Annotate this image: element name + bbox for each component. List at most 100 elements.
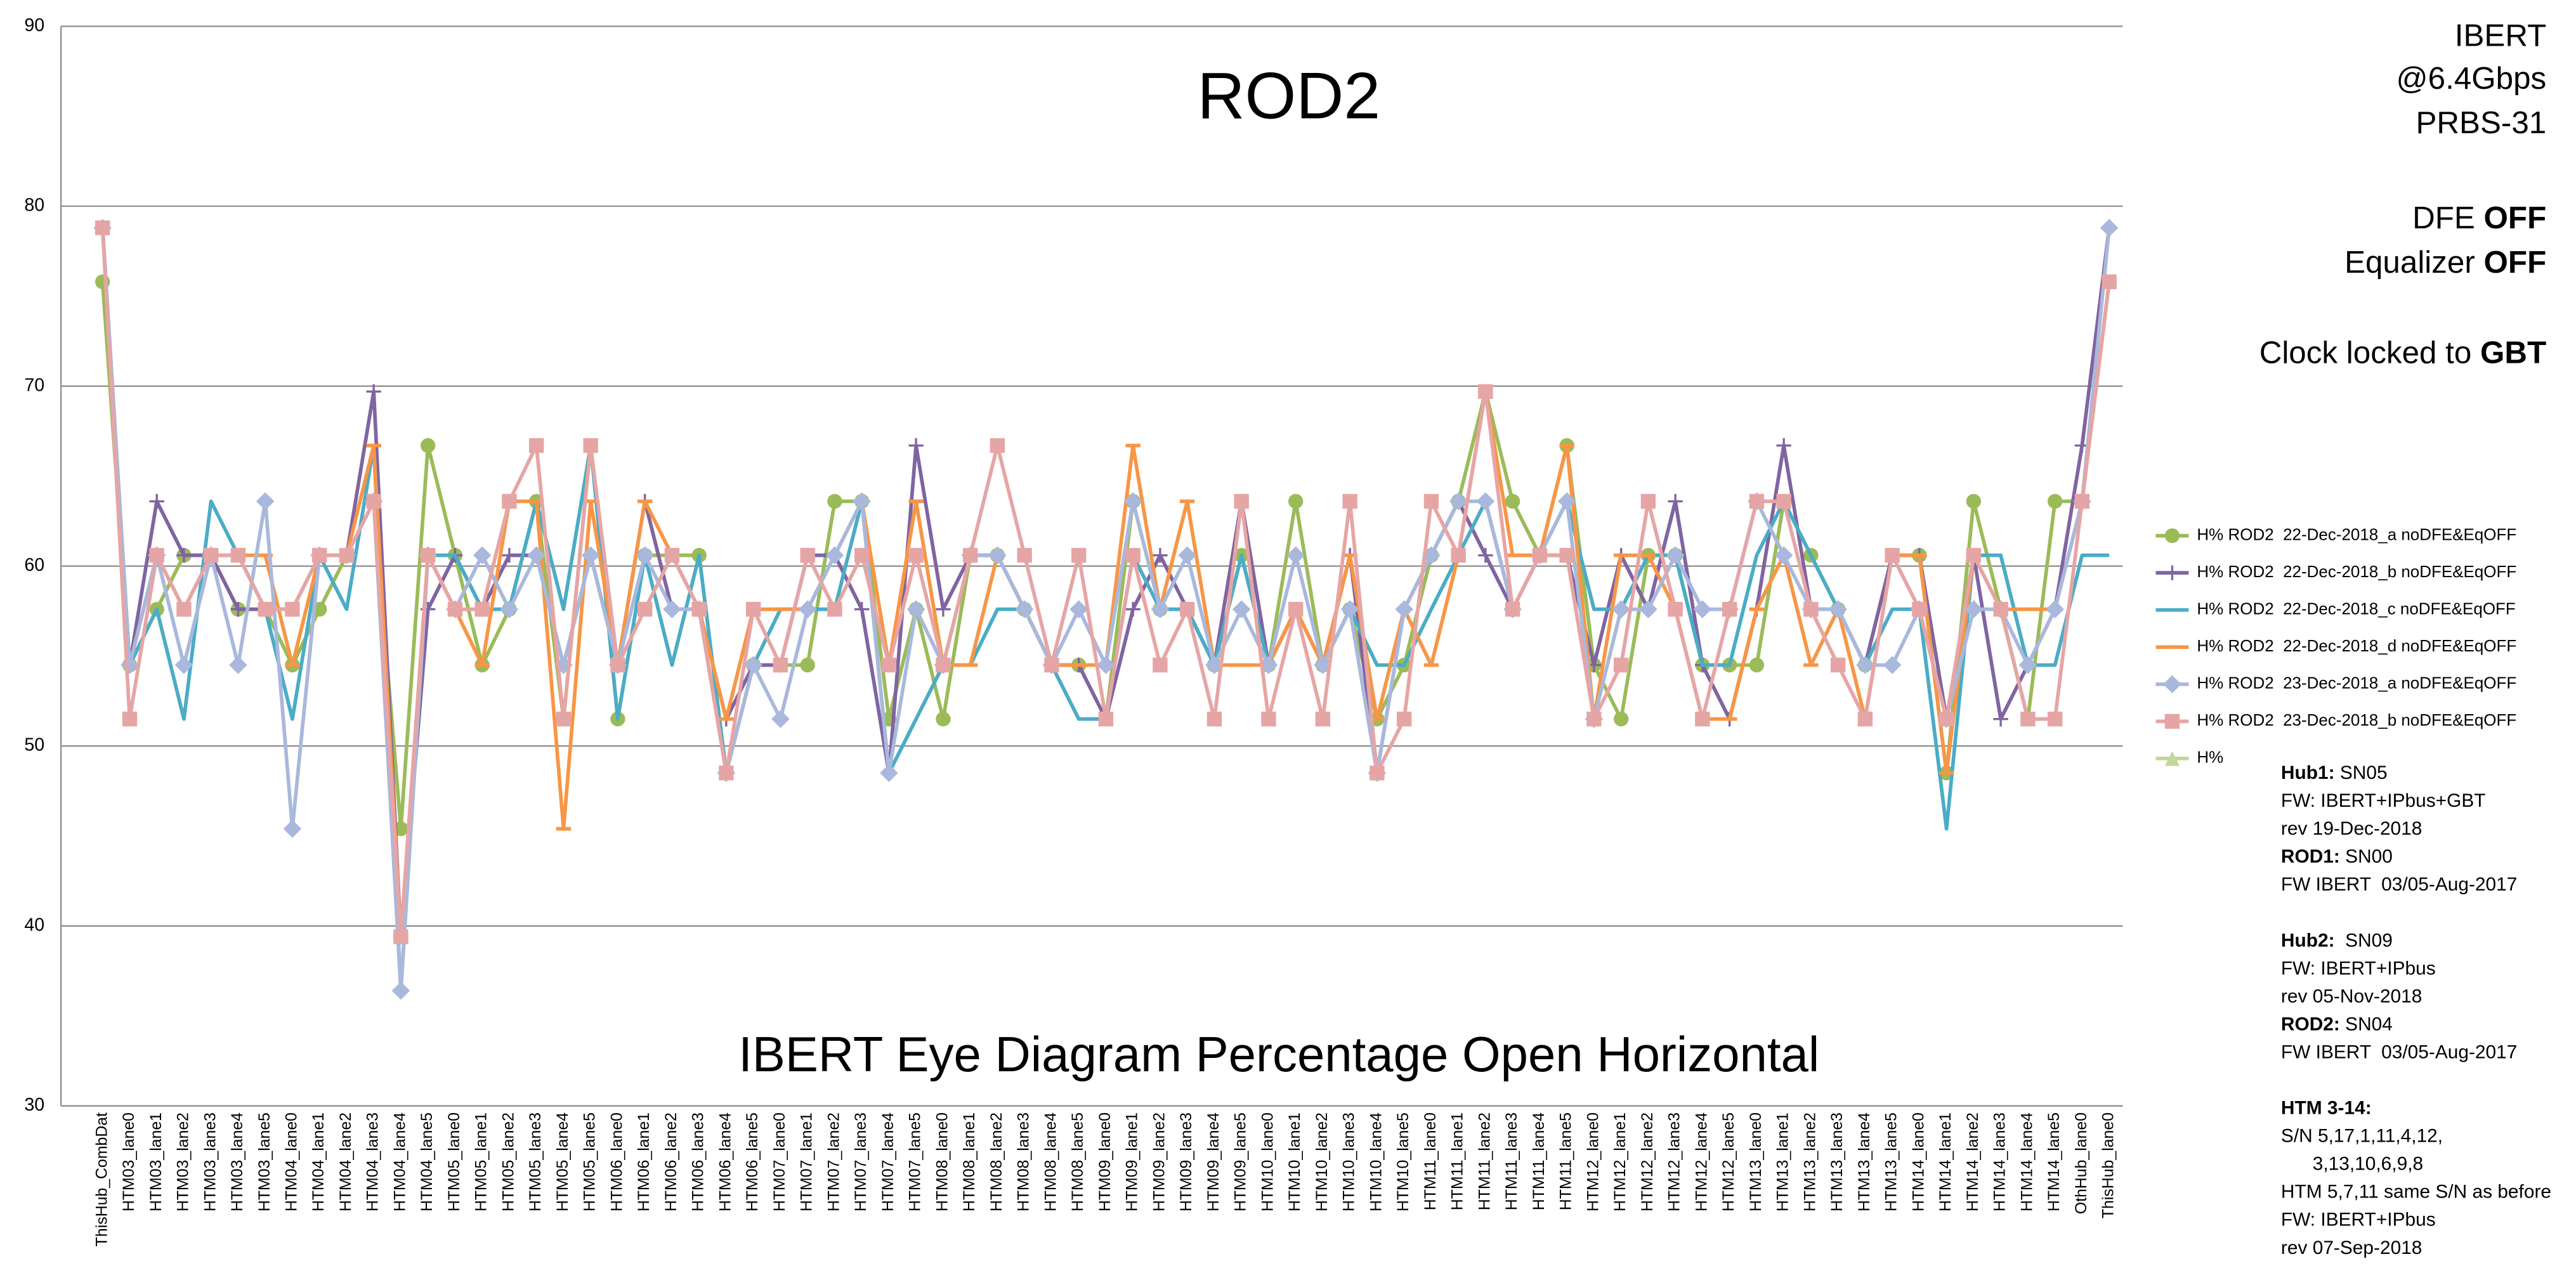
marker <box>1559 547 1574 563</box>
chart-subtitle: IBERT Eye Diagram Percentage Open Horizo… <box>738 1027 1819 1082</box>
x-tick-label: HTM14_lane1 <box>1937 1112 1954 1211</box>
marker <box>1693 600 1712 618</box>
marker <box>339 547 355 563</box>
marker <box>773 657 788 673</box>
x-tick-label: HTM10_lane0 <box>1259 1112 1276 1211</box>
x-tick-label: HTM10_lane4 <box>1367 1112 1385 1211</box>
marker <box>473 546 492 564</box>
y-tick-label: 30 <box>24 1095 44 1115</box>
marker <box>825 546 844 564</box>
marker <box>122 712 138 727</box>
marker <box>95 220 110 235</box>
marker <box>527 546 546 564</box>
marker <box>962 547 978 563</box>
marker <box>256 492 275 511</box>
marker <box>1885 547 1900 563</box>
legend-label: H% ROD2 22-Dec-2018_b noDFE&EqOFF <box>2197 563 2516 581</box>
marker <box>2047 493 2063 509</box>
marker <box>393 929 409 944</box>
marker <box>1912 601 1927 617</box>
marker <box>149 547 164 563</box>
marker <box>1668 601 1683 617</box>
marker <box>391 981 410 1000</box>
marker <box>1125 547 1141 563</box>
marker <box>366 384 381 400</box>
marker <box>854 547 870 563</box>
note-part: FW: IBERT+IPbus <box>2281 958 2436 979</box>
note-part: S/N 5,17,1,11,4,12, <box>2281 1126 2443 1147</box>
x-tick-label: HTM03_lane5 <box>256 1112 273 1211</box>
marker <box>1478 384 1493 400</box>
x-tick-label: HTM04_lane0 <box>282 1112 300 1211</box>
x-tick-label: HTM07_lane1 <box>798 1112 816 1211</box>
marker <box>1097 656 1115 674</box>
x-tick-label: HTM06_lane5 <box>743 1112 761 1211</box>
marker <box>1044 657 1059 673</box>
marker <box>1749 493 1765 509</box>
note: rev 07-Sep-2018 <box>2281 1237 2422 1258</box>
note-part: SN00 <box>2340 846 2393 867</box>
marker <box>1179 601 1195 617</box>
note: S/N 5,17,1,11,4,12, <box>2281 1126 2443 1147</box>
x-tick-label: HTM13_lane2 <box>1801 1112 1819 1211</box>
marker <box>1286 546 1305 564</box>
note-part: SN04 <box>2340 1014 2393 1034</box>
y-tick-label: 90 <box>24 15 44 36</box>
marker <box>1993 601 2008 617</box>
marker <box>1640 493 1656 509</box>
legend-label: H% ROD2 22-Dec-2018_c noDFE&EqOFF <box>2197 601 2515 618</box>
marker <box>258 601 273 617</box>
marker <box>1829 600 1847 618</box>
marker <box>420 438 436 453</box>
note: FW: IBERT+IPbus <box>2281 958 2436 979</box>
x-tick-label: HTM09_lane0 <box>1096 1112 1114 1211</box>
x-tick-label: HTM12_lane4 <box>1692 1112 1710 1211</box>
marker <box>988 546 1007 564</box>
x-tick-label: HTM14_lane0 <box>1909 1112 1927 1211</box>
x-tick-label: HTM08_lane3 <box>1015 1112 1033 1211</box>
x-tick-label: HTM06_lane4 <box>716 1112 734 1211</box>
x-tick-label: HTM09_lane1 <box>1123 1112 1141 1211</box>
x-tick-label: HTM12_lane1 <box>1611 1112 1629 1211</box>
note: rev 05-Nov-2018 <box>2281 986 2422 1007</box>
x-tick-label: HTM13_lane4 <box>1855 1112 1873 1211</box>
marker <box>1939 712 1954 727</box>
marker <box>1125 601 1141 617</box>
marker <box>1151 600 1170 618</box>
x-tick-label: HTM09_lane4 <box>1205 1112 1222 1211</box>
marker <box>1098 712 1114 727</box>
marker <box>1396 712 1412 727</box>
x-tick-label: HTM09_lane5 <box>1232 1112 1250 1211</box>
marker <box>229 656 247 674</box>
marker <box>745 601 761 617</box>
marker <box>771 710 790 728</box>
x-tick-label: HTM05_lane5 <box>581 1112 599 1211</box>
x-tick-label: HTM05_lane1 <box>473 1112 490 1211</box>
annotation: Clock locked to GBT <box>2259 336 2547 370</box>
x-tick-label: HTM08_lane4 <box>1042 1112 1059 1211</box>
marker <box>285 601 300 617</box>
x-tick-label: HTM08_lane0 <box>933 1112 951 1211</box>
x-tick-label: HTM13_lane5 <box>1883 1112 1900 1211</box>
marker <box>936 657 951 673</box>
note-part: FW IBERT 03/05-Aug-2017 <box>2281 1042 2517 1063</box>
note-part: Hub1: <box>2281 762 2335 783</box>
x-tick-label: HTM09_lane2 <box>1150 1112 1168 1211</box>
annotation-part: @6.4Gbps <box>2396 61 2547 96</box>
y-tick-label: 70 <box>24 375 44 395</box>
marker <box>1261 712 1276 727</box>
marker <box>2018 656 2037 674</box>
note: FW: IBERT+IPbus+GBT <box>2281 790 2486 811</box>
annotation-part: Clock locked to <box>2259 336 2480 370</box>
marker <box>2164 751 2180 766</box>
x-tick-label: OthHub_lane0 <box>2072 1112 2090 1214</box>
x-tick-label: HTM12_lane3 <box>1666 1112 1684 1211</box>
marker <box>1613 712 1629 727</box>
marker <box>2020 712 2036 727</box>
x-tick-label: HTM05_lane3 <box>526 1112 544 1211</box>
marker <box>1505 601 1520 617</box>
note: ROD2: SN04 <box>2281 1014 2393 1034</box>
x-tick-label: HTM11_lane0 <box>1422 1112 1439 1210</box>
note: Hub1: SN05 <box>2281 762 2388 783</box>
marker <box>1423 493 1439 509</box>
